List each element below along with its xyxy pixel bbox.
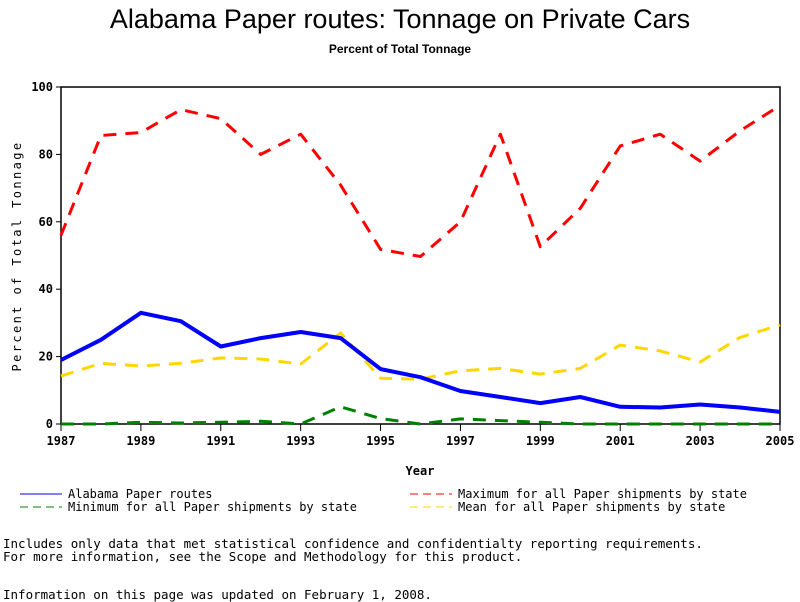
x-tick-label: 1993: [286, 434, 315, 448]
y-tick-label: 80: [39, 147, 53, 161]
y-tick-label: 0: [46, 417, 53, 431]
x-tick-label: 2005: [766, 434, 795, 448]
legend-item: Mean for all Paper shipments by state: [410, 500, 725, 514]
y-tick-label: 20: [39, 350, 53, 364]
legend-label: Mean for all Paper shipments by state: [458, 500, 725, 514]
legend-label: Alabama Paper routes: [68, 487, 213, 501]
legend-item: Maximum for all Paper shipments by state: [410, 487, 747, 501]
y-axis-title: Percent of Total Tonnage: [10, 141, 24, 372]
legend: Alabama Paper routes Maximum for all Pape…: [20, 487, 747, 514]
legend-label: Minimum for all Paper shipments by state: [68, 500, 357, 514]
x-tick-label: 2001: [606, 434, 635, 448]
x-tick-label: 2003: [686, 434, 715, 448]
x-tick-label: 1987: [47, 434, 76, 448]
series-line-mean-for-all-paper-shipments-by-state: [61, 325, 780, 379]
series-line-maximum-for-all-paper-shipments-by-state: [61, 106, 780, 257]
series-line-minimum-for-all-paper-shipments-by-state: [61, 407, 780, 424]
footnote-methodology: For more information, see the Scope and …: [3, 549, 522, 564]
y-tick-label: 60: [39, 215, 53, 229]
series-layer: [61, 105, 780, 424]
x-tick-label: 1997: [446, 434, 475, 448]
x-tick-label: 1999: [526, 434, 555, 448]
y-tick-label: 40: [39, 282, 53, 296]
series-line-alabama-paper-routes: [61, 313, 780, 412]
legend-label: Maximum for all Paper shipments by state: [458, 487, 747, 501]
x-tick-label: 1995: [366, 434, 395, 448]
legend-item: Alabama Paper routes: [20, 487, 213, 501]
legend-item: Minimum for all Paper shipments by state: [20, 500, 357, 514]
x-tick-label: 1991: [206, 434, 235, 448]
x-axis: 1987 1989 1991 1993 1995 1997 1999 2001 2003 2005: [47, 424, 795, 448]
y-tick-label: 100: [31, 80, 53, 94]
x-axis-title: Year: [406, 464, 435, 478]
x-tick-label: 1989: [126, 434, 155, 448]
y-axis: 0 20 40 60 80 100: [31, 80, 61, 431]
